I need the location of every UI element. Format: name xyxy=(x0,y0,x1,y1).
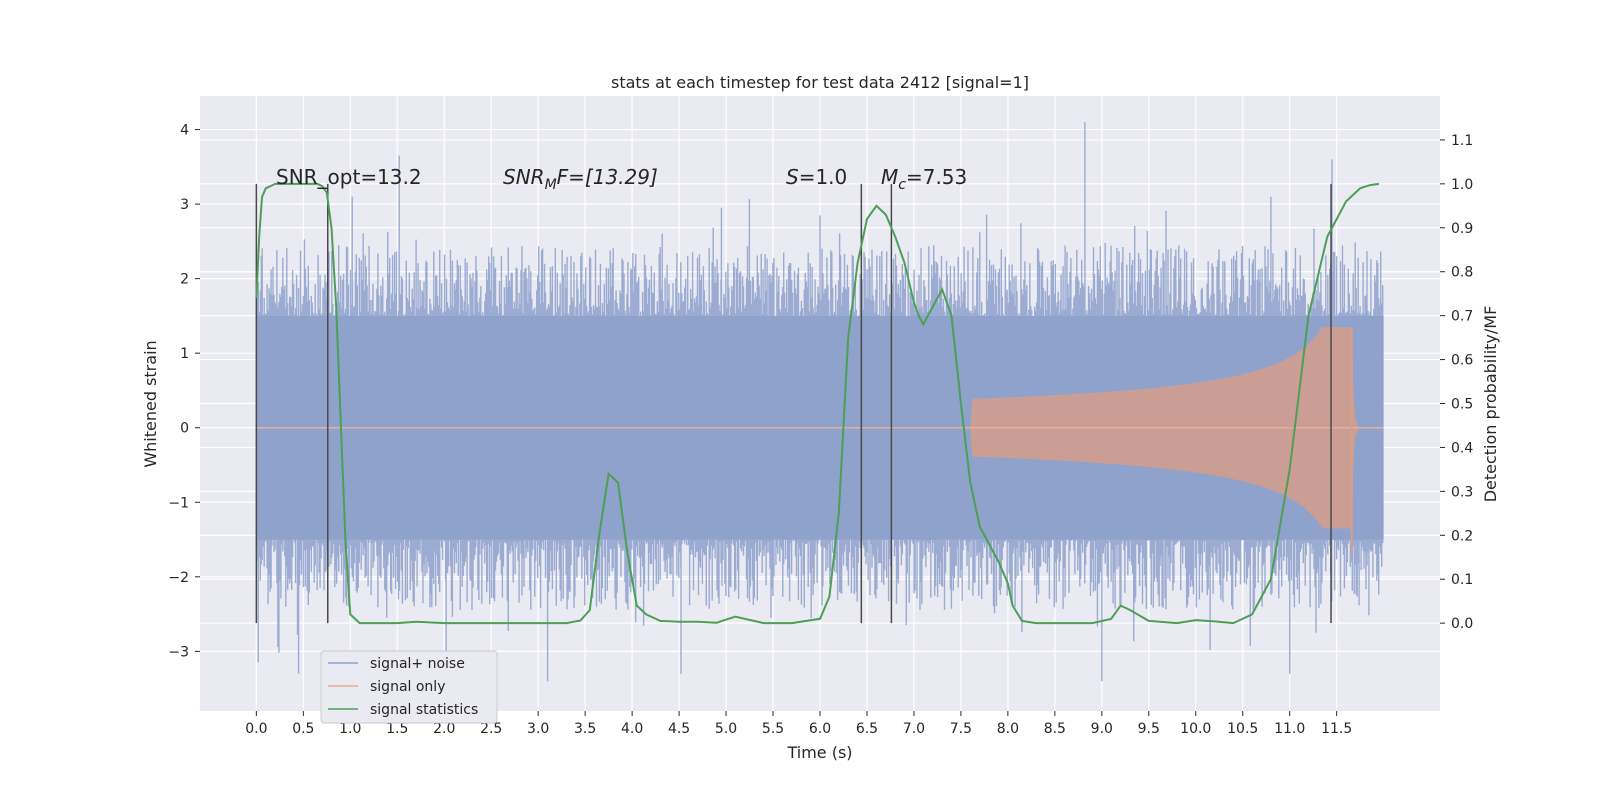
annotation-snr-opt: SNR_opt=13.2 xyxy=(276,165,422,189)
annotation-mc: Mc=7.53 xyxy=(881,165,967,193)
vertical-markers xyxy=(255,183,1332,624)
x-tick-label: 9.0 xyxy=(1091,721,1113,737)
x-tick-label: 6.5 xyxy=(856,721,878,737)
x-tick-label: 5.5 xyxy=(762,721,784,737)
x-tick-label: 11.0 xyxy=(1274,721,1305,737)
y-left-tick-label: 4 xyxy=(180,123,189,139)
y-axis-right-label: Detection probability/MF xyxy=(1481,306,1500,503)
y-right-tick-label: 0.1 xyxy=(1451,572,1473,588)
y-left-tick-label: 1 xyxy=(180,346,189,362)
x-tick-label: 1.0 xyxy=(339,721,361,737)
x-tick-label: 2.0 xyxy=(433,721,455,737)
x-tick-label: 4.0 xyxy=(621,721,643,737)
legend-label-statistics: signal statistics xyxy=(370,702,478,718)
y-right-tick-label: 0.0 xyxy=(1451,616,1473,632)
y-left-tick-label: −2 xyxy=(168,570,189,586)
legend-label-noise: signal+ noise xyxy=(370,656,465,672)
x-tick-label: 7.0 xyxy=(903,721,925,737)
x-axis-label: Time (s) xyxy=(786,743,852,762)
y-right-tick-label: 0.4 xyxy=(1451,440,1473,456)
x-tick-label: 9.5 xyxy=(1138,721,1160,737)
y-axis-left-label: Whitened strain xyxy=(141,340,160,467)
y-left-tick-label: 3 xyxy=(180,197,189,213)
y-left-tick-label: −3 xyxy=(168,644,189,660)
series-signal-statistics xyxy=(255,182,1380,625)
y-left-tick-label: −1 xyxy=(168,495,189,511)
x-tick-label: 4.5 xyxy=(668,721,690,737)
y-right-tick-label: 1.1 xyxy=(1451,133,1473,149)
x-tick-label: 3.0 xyxy=(527,721,549,737)
legend-label-signal: signal only xyxy=(370,679,445,695)
legend: signal+ noise signal only signal statist… xyxy=(320,650,498,724)
y-axis-left-ticks: 4 3 2 1 0 −1 −2 −3 xyxy=(168,123,200,660)
y-right-tick-label: 0.8 xyxy=(1451,265,1473,281)
y-right-tick-label: 1.0 xyxy=(1451,177,1473,193)
chart-title: stats at each timestep for test data 241… xyxy=(611,73,1029,92)
x-tick-label: 10.0 xyxy=(1180,721,1211,737)
series-signal-only xyxy=(256,327,1384,554)
y-right-tick-label: 0.6 xyxy=(1451,353,1473,369)
x-tick-label: 0.5 xyxy=(292,721,314,737)
x-tick-label: 3.5 xyxy=(574,721,596,737)
x-tick-label: 1.5 xyxy=(386,721,408,737)
x-tick-label: 6.0 xyxy=(809,721,831,737)
y-left-tick-label: 2 xyxy=(180,272,189,288)
x-tick-label: 0.0 xyxy=(245,721,267,737)
y-right-tick-label: 0.5 xyxy=(1451,397,1473,413)
x-tick-label: 10.5 xyxy=(1227,721,1258,737)
annotation-snr-mf: SNRMF=[13.29] xyxy=(503,165,658,193)
x-tick-label: 11.5 xyxy=(1321,721,1352,737)
x-tick-label: 8.5 xyxy=(1044,721,1066,737)
statistics-line xyxy=(255,182,1380,625)
x-axis-ticks: 0.0 0.5 1.0 1.5 2.0 2.5 3.0 3.5 4.0 4.5 5.0 5.5 6.0 6… xyxy=(245,711,1352,737)
x-tick-label: 7.5 xyxy=(950,721,972,737)
y-axis-right-ticks: 1.1 1.0 0.9 0.8 0.7 0.6 0.5 0.4 0.3 0.2 0.1 0.0 xyxy=(1440,133,1473,632)
y-right-tick-label: 0.9 xyxy=(1451,221,1473,237)
x-tick-label: 8.0 xyxy=(997,721,1019,737)
y-left-tick-label: 0 xyxy=(180,421,189,437)
legend-box xyxy=(320,650,498,724)
y-right-tick-label: 0.2 xyxy=(1451,528,1473,544)
y-right-tick-label: 0.7 xyxy=(1451,309,1473,325)
annotation-s: S=1.0 xyxy=(786,165,847,189)
x-tick-label: 5.0 xyxy=(715,721,737,737)
x-tick-label: 2.5 xyxy=(480,721,502,737)
y-right-tick-label: 0.3 xyxy=(1451,484,1473,500)
